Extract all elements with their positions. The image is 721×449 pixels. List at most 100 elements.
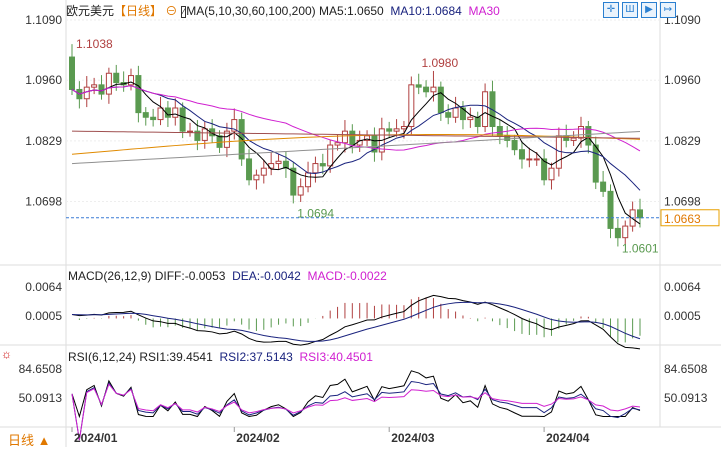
ma30-line	[71, 85, 641, 152]
candle	[408, 84, 415, 128]
candle	[430, 86, 437, 93]
price-tick-right: 1.0960	[664, 73, 701, 87]
candle	[334, 142, 341, 146]
settings-icon[interactable]: ⊖	[165, 4, 178, 18]
candle	[282, 160, 289, 169]
rsi-tick-left: 84.6508	[19, 362, 63, 376]
symbol-name: 欧元美元	[66, 4, 115, 18]
candle	[614, 227, 621, 239]
candle	[105, 72, 112, 95]
rsi3-value: RSI3:40.4501	[299, 350, 373, 364]
candle	[150, 116, 157, 121]
candle	[253, 174, 260, 181]
candle	[423, 86, 430, 93]
candle	[526, 158, 533, 161]
candle	[459, 107, 466, 121]
candle	[246, 158, 253, 181]
annotation-high: 1.1038	[76, 37, 113, 51]
x-tick-label: 2024/03	[391, 431, 435, 445]
candle	[637, 209, 643, 219]
candle	[201, 128, 208, 141]
period-label[interactable]: 【日线】	[114, 4, 163, 18]
candle	[91, 84, 98, 88]
candle	[349, 130, 356, 146]
candle	[592, 144, 599, 183]
macd-tick-left: 0.0064	[25, 280, 62, 294]
candle	[577, 126, 584, 139]
macd-tick-right: 0.0005	[664, 309, 701, 323]
candle	[496, 126, 503, 137]
x-tick-label: 2024/01	[74, 431, 118, 445]
candle	[341, 130, 348, 144]
price-tick-right: 1.0698	[664, 195, 701, 209]
price-tick-right: 1.0829	[664, 134, 701, 148]
candle	[172, 107, 179, 118]
candle	[319, 163, 326, 167]
candle	[135, 75, 142, 114]
macd-tick-left: 0.0005	[25, 309, 62, 323]
indicator-icon[interactable]: Ш	[622, 2, 638, 18]
candle	[275, 160, 282, 165]
candle	[393, 128, 400, 132]
rsi1-value: RSI1:39.4541	[139, 350, 213, 364]
candle	[511, 139, 518, 151]
period-button[interactable]: 日线 ▲	[8, 433, 51, 448]
macd-value: MACD:-0.0022	[307, 269, 387, 283]
candle	[622, 225, 629, 239]
price-tick-left: 1.0960	[25, 73, 62, 87]
candle	[482, 91, 489, 128]
rsi-tick-right: 84.6508	[664, 362, 708, 376]
rsi-params: RSI(6,12,24)	[68, 350, 137, 364]
candle	[541, 158, 548, 181]
ma200-line	[71, 130, 641, 165]
candle	[445, 112, 452, 118]
x-tick-label: 2024/02	[236, 431, 280, 445]
ma5-value: MA5:1.0650	[319, 4, 384, 18]
candle	[327, 144, 334, 167]
candle	[570, 137, 577, 141]
candle	[518, 149, 525, 160]
candle	[209, 128, 216, 137]
candle	[128, 75, 135, 86]
candle	[585, 126, 592, 146]
candle	[113, 72, 120, 84]
crosshair-icon[interactable]: ✛	[603, 2, 619, 18]
toolbar: ✛ Ш ▶ ↦	[600, 1, 676, 18]
ma10-line	[71, 85, 641, 191]
macd-params: MACD(26,12,9)	[68, 269, 152, 283]
candle	[548, 167, 555, 181]
candle	[260, 167, 267, 176]
price-tick-left: 1.0829	[25, 134, 62, 148]
candle	[371, 135, 378, 153]
sun-icon[interactable]: ☼	[1, 347, 12, 361]
candle	[187, 130, 194, 133]
annotation-high: 1.0980	[421, 56, 458, 70]
candle	[600, 181, 607, 192]
candle	[400, 126, 407, 130]
rsi2-value: RSI2:37.5143	[219, 350, 293, 364]
macd-tick-right: 0.0064	[664, 280, 701, 294]
exit-icon[interactable]: ↦	[660, 2, 676, 18]
candle	[305, 172, 312, 188]
annotation-low: 1.0601	[622, 241, 659, 255]
rsi2-line	[71, 381, 641, 441]
ma10-value: MA10:1.0684	[390, 4, 462, 18]
candle	[504, 135, 511, 141]
ma30-value: MA30	[468, 4, 500, 18]
candle	[179, 107, 186, 132]
candle	[297, 186, 304, 196]
candle	[437, 86, 444, 114]
play-icon[interactable]: ▶	[641, 2, 657, 18]
ma100-line	[71, 130, 641, 139]
candle	[474, 116, 481, 128]
macd-dea: DEA:-0.0042	[232, 269, 301, 283]
candle	[194, 130, 201, 141]
candle	[290, 167, 297, 196]
ma-icon[interactable]: ⁄	[180, 6, 187, 18]
ma5-line	[71, 81, 641, 225]
x-tick-label: 2024/04	[546, 431, 590, 445]
macd-header: MACD(26,12,9) DIFF:-0.0053 DEA:-0.0042 M…	[68, 269, 387, 283]
candle	[415, 84, 422, 88]
candle	[216, 135, 223, 148]
